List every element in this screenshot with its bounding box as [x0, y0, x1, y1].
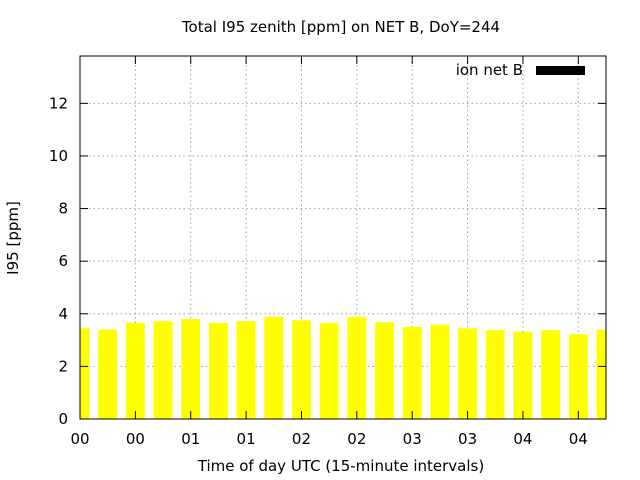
bar	[347, 316, 367, 419]
legend-swatch-ion-net-b	[536, 66, 585, 75]
x-tick-label: 01	[181, 430, 200, 448]
y-tick-label: 10	[49, 147, 68, 165]
y-axis-label: I95 [ppm]	[4, 201, 22, 275]
bar	[236, 321, 256, 419]
x-tick-label: 02	[347, 430, 366, 448]
bar	[513, 331, 533, 419]
bar	[402, 326, 422, 419]
bar	[319, 322, 339, 419]
x-axis-label: Time of day UTC (15-minute intervals)	[197, 457, 484, 475]
bars	[80, 316, 606, 419]
bar	[458, 328, 477, 419]
bar	[375, 322, 394, 419]
y-tick-label: 2	[58, 357, 68, 375]
chart-title: Total I95 zenith [ppm] on NET B, DoY=244	[181, 18, 500, 36]
legend-label-ion-net-b: ion net B	[456, 61, 523, 79]
legend: ion net B	[456, 61, 585, 79]
x-tick-label: 03	[403, 430, 422, 448]
plot-frame	[79, 55, 607, 420]
bar	[596, 329, 606, 419]
bar	[264, 316, 284, 419]
bar	[209, 322, 228, 419]
bar	[541, 330, 561, 419]
bar	[125, 322, 145, 419]
bar	[485, 330, 505, 419]
bar	[153, 321, 173, 419]
bar	[430, 324, 450, 419]
x-tick-label: 04	[569, 430, 588, 448]
x-tick-label: 04	[513, 430, 532, 448]
bar	[80, 328, 90, 419]
x-tick-label: 00	[70, 430, 89, 448]
bar	[181, 319, 201, 419]
x-tick-label: 01	[237, 430, 256, 448]
x-tick-label: 03	[458, 430, 477, 448]
x-tick-label: 00	[126, 430, 145, 448]
bar	[98, 329, 118, 419]
y-tick-label: 6	[58, 252, 68, 270]
y-tick-label: 12	[49, 94, 68, 112]
y-tick-label: 0	[58, 410, 68, 428]
bar	[292, 320, 311, 419]
y-tick-label: 8	[58, 200, 68, 218]
bar	[568, 334, 588, 419]
x-tick-label: 02	[292, 430, 311, 448]
y-tick-label: 4	[58, 305, 68, 323]
